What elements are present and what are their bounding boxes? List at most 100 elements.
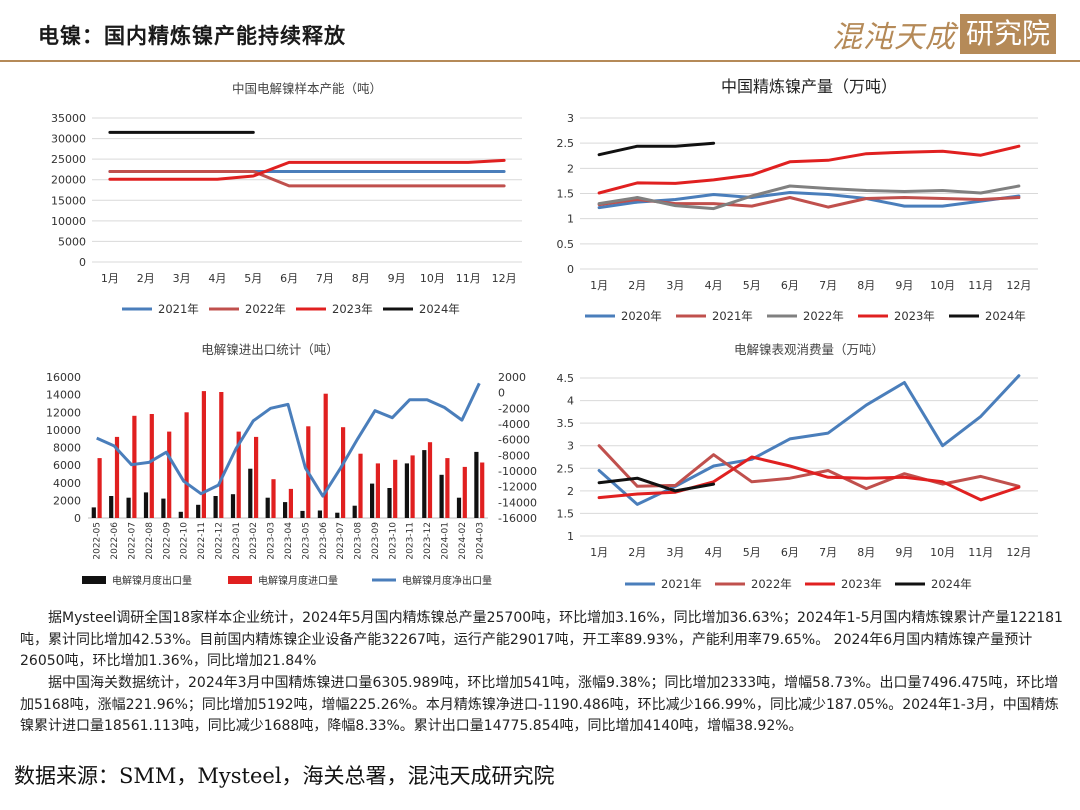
import-bar <box>288 488 293 518</box>
export-bar <box>300 510 305 518</box>
import-bar <box>254 436 259 518</box>
x-tick-label: 2023-09 <box>371 522 381 560</box>
import-bar <box>271 479 276 518</box>
x-tick-label: 5月 <box>743 546 761 559</box>
import-bar <box>445 458 450 518</box>
export-bar <box>196 504 201 518</box>
chart-title: 电解镍表观消费量（万吨） <box>734 342 884 357</box>
y-left-tick-label: 12000 <box>46 406 81 419</box>
x-tick-label: 2022-08 <box>145 522 155 560</box>
y-left-tick-label: 4000 <box>53 477 81 490</box>
net-export-line <box>96 382 481 498</box>
x-tick-label: 2023-03 <box>267 522 277 560</box>
y-right-tick-label: -12000 <box>498 481 537 494</box>
legend-label-2: 电解镍月度净出口量 <box>402 574 492 587</box>
x-tick-label: 2023-07 <box>336 522 346 560</box>
x-tick-label: 7月 <box>819 279 837 292</box>
import-bar <box>358 453 363 518</box>
export-bar <box>178 511 183 518</box>
legend-label-4: 2024年 <box>985 309 1026 323</box>
export-bar <box>317 510 322 518</box>
x-tick-label: 2024-01 <box>441 522 451 560</box>
export-bar <box>439 474 444 518</box>
legend-label-1: 电解镍月度进口量 <box>258 574 338 587</box>
series-line-3 <box>597 476 716 493</box>
export-bar <box>283 502 288 518</box>
x-tick-label: 2022-09 <box>162 522 172 560</box>
x-tick-label: 2月 <box>137 272 155 285</box>
trade-chart: 电解镍进出口统计（吨） 0 2000 4000 6000 8000 10000 12000 14… <box>46 342 537 587</box>
x-tick-label: 8月 <box>857 546 875 559</box>
export-bar <box>474 451 479 518</box>
x-tick-label: 2023-05 <box>301 522 311 560</box>
x-tick-label: 2023-04 <box>284 522 294 560</box>
legend-swatch-0 <box>82 576 106 584</box>
export-bar <box>370 483 375 518</box>
legend-label-1: 2022年 <box>751 577 792 591</box>
x-tick-label: 5月 <box>244 272 262 285</box>
legend-label-3: 2023年 <box>894 309 935 323</box>
production-summary: 据Mysteel调研全国18家样本企业统计，2024年5月国内精炼镍总产量257… <box>20 608 1065 673</box>
x-tick-label: 2022-06 <box>110 522 120 560</box>
x-tick-label: 2022-07 <box>127 522 137 560</box>
page-title: 电镍：国内精炼镍产能持续释放 <box>38 24 346 48</box>
y-tick-label: 20000 <box>51 174 86 187</box>
import-bar <box>114 436 120 518</box>
y-right-tick-label: -6000 <box>498 434 530 447</box>
y-tick-label: 35000 <box>51 112 86 125</box>
import-bar <box>149 414 154 518</box>
x-tick-label: 2023-11 <box>406 522 416 560</box>
export-bar <box>161 498 166 518</box>
y-right-tick-label: -10000 <box>498 465 537 478</box>
x-tick-label: 3月 <box>666 279 684 292</box>
consumption-chart: 电解镍表观消费量（万吨） 1 1.5 2 2.5 3 3.5 4 4.5 1月 2月 3月 4月 5月 6月… <box>557 342 1038 591</box>
series-line-0 <box>597 191 1021 210</box>
x-tick-label: 8月 <box>857 279 875 292</box>
y-tick-label: 0 <box>79 256 86 269</box>
x-tick-label: 2023-02 <box>249 522 259 560</box>
series-line-1 <box>597 444 1021 491</box>
export-bar <box>230 494 236 518</box>
x-tick-label: 9月 <box>388 272 406 285</box>
y-right-tick-label: -8000 <box>498 449 530 462</box>
x-tick-label: 2022-10 <box>180 522 190 560</box>
x-tick-label: 1月 <box>101 272 119 285</box>
trade-summary: 据中国海关数据统计，2024年3月中国精炼镍进口量6305.989吨，环比增加5… <box>20 673 1065 738</box>
x-tick-label: 11月 <box>456 272 481 285</box>
x-tick-label: 1月 <box>590 279 608 292</box>
x-tick-label: 7月 <box>316 272 334 285</box>
x-tick-label: 5月 <box>743 279 761 292</box>
import-bar <box>462 466 467 518</box>
export-bar <box>109 496 114 518</box>
y-tick-label: 25000 <box>51 153 86 166</box>
capacity-chart: 中国电解镍样本产能（吨） 0 5000 10000 15000 20000 25000 300… <box>51 81 522 316</box>
y-tick-label: 2 <box>567 162 574 175</box>
legend-label-2: 2023年 <box>332 302 373 316</box>
y-left-tick-label: 10000 <box>46 424 81 437</box>
x-tick-label: 2023-01 <box>232 522 242 560</box>
legend-swatch-1 <box>228 576 252 584</box>
y-tick-label: 0.5 <box>557 238 575 251</box>
chart-title: 中国精炼镍产量（万吨） <box>721 77 897 96</box>
y-left-tick-label: 14000 <box>46 389 81 402</box>
x-tick-label: 2022-11 <box>197 522 207 560</box>
brand-logo: 混沌天成 研究院 <box>832 12 1056 56</box>
y-tick-label: 2.5 <box>557 462 575 475</box>
y-tick-label: 1.5 <box>557 507 575 520</box>
y-tick-label: 3 <box>567 112 574 125</box>
legend-label-1: 2021年 <box>712 309 753 323</box>
import-bar <box>427 442 433 518</box>
x-tick-label: 11月 <box>968 546 993 559</box>
y-right-tick-label: -14000 <box>498 496 537 509</box>
x-tick-label: 12月 <box>1006 279 1031 292</box>
export-bar <box>248 468 253 518</box>
legend-label-3: 2024年 <box>931 577 972 591</box>
y-tick-label: 4.5 <box>557 372 575 385</box>
x-tick-label: 2022-12 <box>214 522 224 560</box>
legend-label-0: 2021年 <box>158 302 199 316</box>
brand-box: 研究院 <box>959 14 1056 54</box>
import-bar <box>480 462 485 518</box>
x-tick-label: 6月 <box>781 279 799 292</box>
y-left-tick-label: 2000 <box>53 494 81 507</box>
import-bar <box>167 431 172 518</box>
